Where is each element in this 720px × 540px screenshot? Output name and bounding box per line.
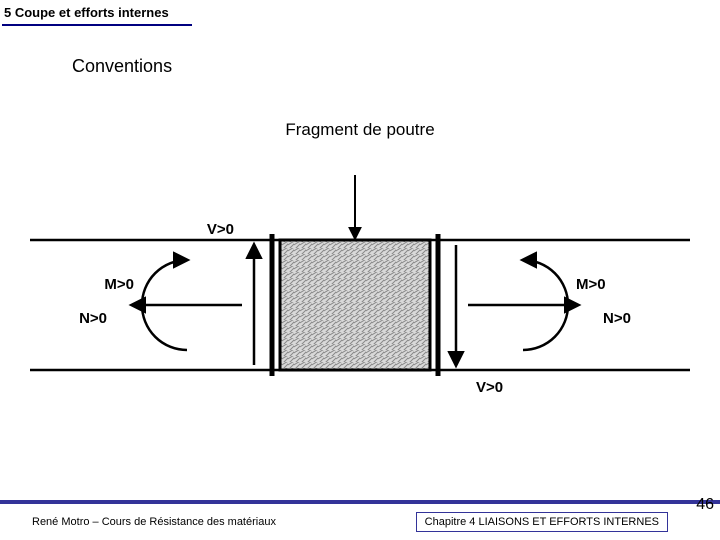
diagram-title: Fragment de poutre xyxy=(0,120,720,140)
footer-author: René Motro – Cours de Résistance des mat… xyxy=(32,516,276,528)
footer-bar xyxy=(0,500,720,504)
svg-text:V>0: V>0 xyxy=(207,221,234,238)
svg-text:M>0: M>0 xyxy=(576,276,606,293)
page-number: 46 xyxy=(696,496,714,514)
svg-text:V>0: V>0 xyxy=(476,379,503,396)
footer-chapter: Chapitre 4 LIAISONS ET EFFORTS INTERNES xyxy=(425,516,659,528)
beam-diagram: V>0 N>0 M>0 V>0 N>0 M>0 xyxy=(0,140,720,440)
section-title-box: 5 Coupe et efforts internes xyxy=(2,2,192,26)
svg-text:N>0: N>0 xyxy=(603,310,631,327)
svg-text:M>0: M>0 xyxy=(104,276,134,293)
section-title: 5 Coupe et efforts internes xyxy=(4,5,169,20)
diagram-container: Fragment de poutre V>0 N>0 M>0 V>0 N>0 M>0 xyxy=(0,120,720,450)
subtitle: Conventions xyxy=(72,56,172,77)
svg-text:N>0: N>0 xyxy=(79,310,107,327)
footer-chapter-box: Chapitre 4 LIAISONS ET EFFORTS INTERNES xyxy=(416,512,668,532)
